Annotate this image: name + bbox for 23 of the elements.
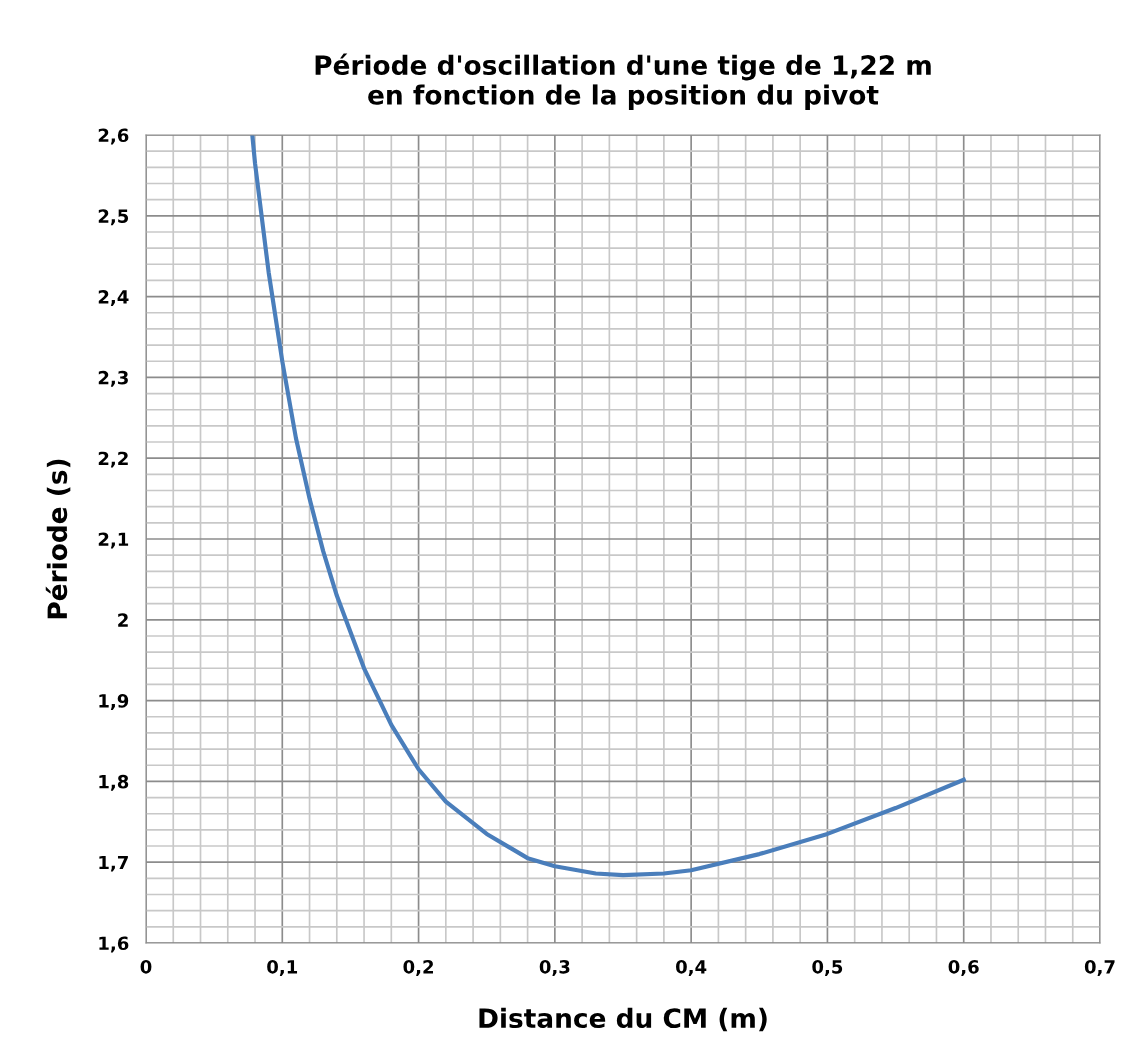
x-tick-label: 0,1 [267,959,298,976]
x-tick-label: 0,6 [948,959,979,976]
y-tick-label: 2,4 [98,290,129,307]
x-tick-label: 0,7 [1084,959,1115,976]
y-tick-label: 2,3 [98,370,128,387]
y-tick-label: 2,6 [98,128,129,145]
x-axis-title: Distance du CM (m) [479,1007,767,1032]
x-tick-label: 0,3 [539,959,570,976]
y-tick-label: 1,7 [99,855,128,872]
chart-title: Période d'oscillation d'une tige de 1,22 m en fonction de la position du pivot [315,53,931,110]
y-tick-label: 2,1 [98,532,129,549]
y-tick-label: 2 [118,613,128,627]
y-tick-label: 2,2 [98,451,128,468]
x-tick-label: 0,5 [812,959,843,976]
y-tick-label: 2,5 [98,209,129,226]
x-tick-label: 0,2 [403,959,433,976]
y-tick-label: 1,6 [99,936,129,953]
y-tick-label: 1,8 [99,774,129,791]
y-tick-label: 1,9 [99,694,129,711]
y-axis-title: Période (s) [45,459,71,619]
line-series [250,135,966,878]
x-tick-label: 0,4 [676,959,707,976]
x-tick-label: 0 [140,959,152,974]
